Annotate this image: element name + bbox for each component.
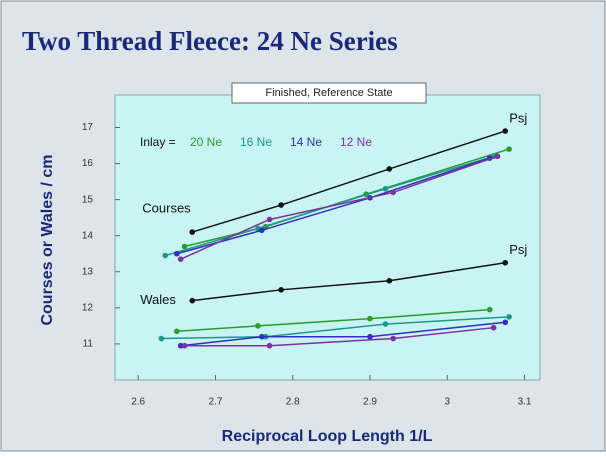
x-axis-label: Reciprocal Loop Length 1/L bbox=[222, 428, 433, 445]
data-point bbox=[177, 342, 184, 349]
chart-title: Two Thread Fleece: 24 Ne Series bbox=[22, 26, 398, 56]
series-line bbox=[180, 321, 506, 347]
data-point bbox=[494, 153, 501, 160]
data-point bbox=[266, 342, 273, 349]
x-tick-label: 3 bbox=[444, 397, 450, 408]
data-point bbox=[278, 202, 284, 208]
legend-entry: 14 Ne bbox=[290, 135, 322, 149]
series-line bbox=[180, 155, 498, 260]
subtitle-box bbox=[231, 82, 427, 104]
x-tick-label: 2.8 bbox=[286, 397, 300, 408]
y-axis-label: Courses or Wales / cm bbox=[39, 154, 56, 325]
data-point bbox=[266, 216, 273, 223]
data-point bbox=[390, 189, 396, 196]
series-end-label: Psj bbox=[509, 111, 527, 126]
series-line bbox=[176, 308, 490, 333]
legend-entry: 12 Ne bbox=[340, 135, 372, 149]
x-tick-label: 2.7 bbox=[209, 397, 223, 408]
legend-label: Inlay = bbox=[140, 135, 176, 149]
data-point bbox=[177, 256, 184, 262]
y-tick-label: 13 bbox=[82, 266, 94, 277]
x-tick-label: 2.6 bbox=[131, 397, 145, 408]
data-point bbox=[189, 297, 196, 304]
data-point bbox=[386, 277, 393, 284]
data-point bbox=[367, 315, 373, 322]
data-point bbox=[255, 323, 261, 329]
data-point bbox=[502, 128, 509, 134]
data-point bbox=[278, 287, 284, 293]
series-line bbox=[161, 316, 510, 340]
x-tick-label: 3.1 bbox=[518, 397, 532, 408]
series-line bbox=[192, 262, 506, 302]
data-point bbox=[174, 250, 180, 257]
data-point bbox=[506, 314, 512, 320]
x-tick-label: 2.9 bbox=[363, 397, 377, 408]
y-tick-label: 11 bbox=[83, 339, 94, 350]
subtitle: Finished, Reference State bbox=[265, 87, 392, 99]
data-point bbox=[502, 259, 509, 266]
data-point bbox=[502, 319, 509, 326]
legend-entry: 16 Ne bbox=[240, 135, 272, 149]
y-tick-label: 16 bbox=[82, 158, 94, 169]
y-tick-label: 17 bbox=[82, 122, 94, 133]
y-tick-label: 14 bbox=[82, 230, 94, 241]
data-point bbox=[386, 166, 393, 172]
data-point bbox=[390, 335, 396, 342]
series-line bbox=[192, 130, 506, 233]
data-point bbox=[367, 333, 373, 340]
data-point bbox=[189, 229, 196, 235]
y-tick-label: 12 bbox=[82, 302, 94, 313]
data-point bbox=[181, 342, 188, 349]
data-point bbox=[158, 335, 165, 342]
data-point bbox=[486, 306, 493, 313]
data-point bbox=[259, 227, 265, 234]
legend-entry: 20 Ne bbox=[190, 135, 222, 149]
data-point bbox=[506, 146, 512, 152]
series-line bbox=[184, 326, 494, 347]
group-label: Wales bbox=[140, 292, 176, 307]
data-point bbox=[382, 185, 389, 192]
data-point bbox=[174, 328, 180, 335]
data-point bbox=[259, 333, 265, 340]
group-label: Courses bbox=[142, 201, 191, 216]
y-tick-label: 15 bbox=[82, 194, 94, 205]
data-point bbox=[382, 321, 389, 327]
data-point bbox=[490, 324, 497, 331]
data-point bbox=[162, 252, 169, 259]
series-end-label: Psj bbox=[509, 242, 527, 257]
data-point bbox=[181, 243, 188, 250]
